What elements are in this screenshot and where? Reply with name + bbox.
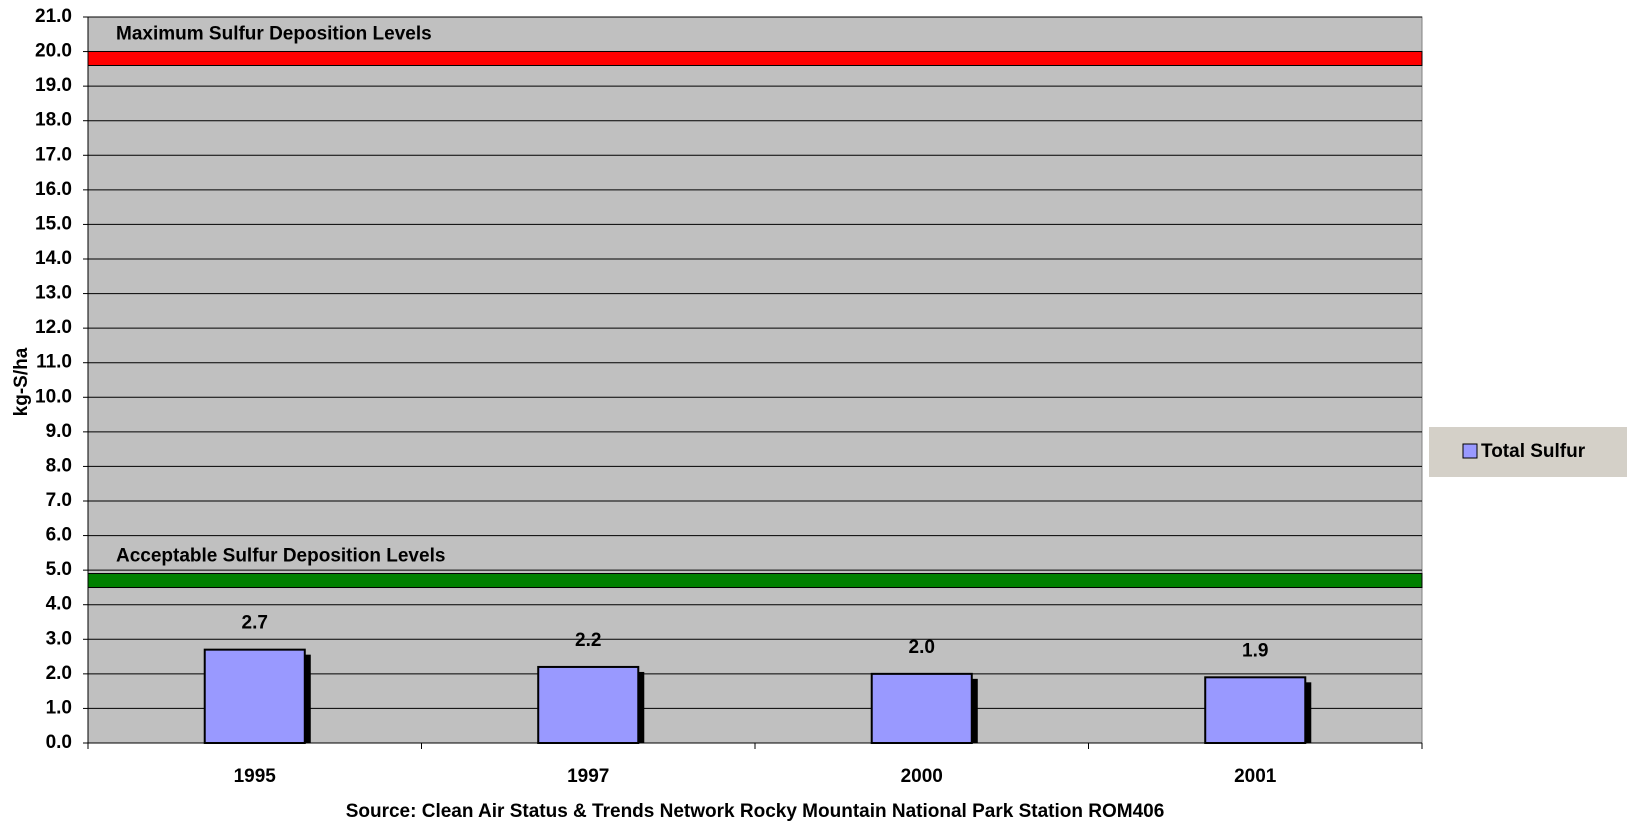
reference-band bbox=[87, 573, 1423, 589]
y-tick-label: 4.0 bbox=[46, 594, 72, 615]
x-tick-label: 2001 bbox=[1234, 766, 1277, 787]
y-tick-label: 6.0 bbox=[46, 525, 72, 546]
y-tick-label: 21.0 bbox=[35, 6, 72, 27]
legend-box bbox=[1429, 427, 1627, 477]
value-label: 2.2 bbox=[575, 630, 601, 651]
bar bbox=[1204, 676, 1307, 744]
value-label: 1.9 bbox=[1242, 640, 1268, 661]
bar bbox=[537, 665, 640, 745]
x-tick-label: 1997 bbox=[567, 766, 609, 787]
y-tick-label: 7.0 bbox=[46, 490, 72, 511]
y-tick-label: 19.0 bbox=[35, 75, 72, 96]
y-tick-label: 18.0 bbox=[35, 110, 72, 131]
y-tick-label: 3.0 bbox=[46, 628, 72, 649]
bar bbox=[203, 648, 306, 745]
y-tick-label: 5.0 bbox=[46, 559, 72, 580]
y-tick-label: 17.0 bbox=[35, 144, 72, 165]
source-note: Source: Clean Air Status & Trends Networ… bbox=[346, 801, 1165, 822]
y-tick-label: 2.0 bbox=[46, 663, 72, 684]
reference-label: Acceptable Sulfur Deposition Levels bbox=[116, 546, 445, 567]
y-tick-label: 10.0 bbox=[35, 386, 72, 407]
value-label: 2.7 bbox=[242, 613, 268, 634]
y-tick-label: 12.0 bbox=[35, 317, 72, 338]
legend-swatch bbox=[1462, 443, 1478, 459]
y-tick-label: 8.0 bbox=[46, 455, 72, 476]
x-tick-label: 2000 bbox=[901, 766, 943, 787]
legend-label: Total Sulfur bbox=[1481, 441, 1586, 462]
y-tick-label: 15.0 bbox=[35, 213, 72, 234]
value-label: 2.0 bbox=[909, 637, 935, 658]
y-tick-label: 0.0 bbox=[46, 732, 72, 753]
y-tick-label: 14.0 bbox=[35, 248, 72, 269]
plot-area bbox=[87, 16, 1423, 744]
reference-band bbox=[87, 50, 1423, 66]
y-tick-label: 11.0 bbox=[36, 352, 72, 373]
y-tick-label: 20.0 bbox=[35, 41, 72, 62]
reference-label: Maximum Sulfur Deposition Levels bbox=[116, 24, 432, 45]
y-tick-label: 1.0 bbox=[46, 697, 72, 718]
y-axis-title: kg-S/ha bbox=[11, 347, 32, 416]
y-tick-label: 16.0 bbox=[35, 179, 72, 200]
y-tick-label: 13.0 bbox=[35, 283, 72, 304]
bar bbox=[870, 672, 973, 744]
x-tick-label: 1995 bbox=[234, 766, 277, 787]
y-tick-label: 9.0 bbox=[46, 421, 72, 442]
